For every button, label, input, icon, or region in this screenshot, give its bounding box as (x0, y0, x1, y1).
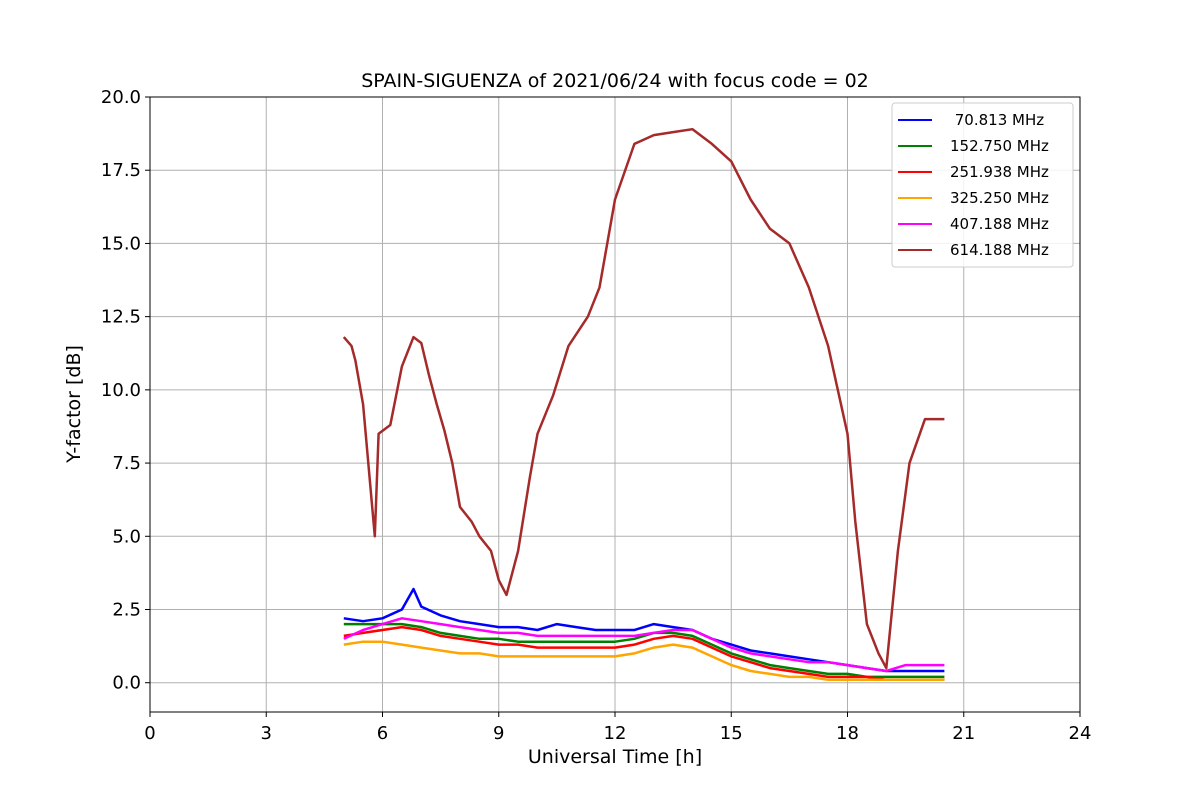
x-tick-label: 24 (1069, 723, 1092, 744)
y-tick-label: 0.0 (112, 673, 141, 694)
legend-box (891, 102, 1074, 268)
x-tick-label: 6 (377, 723, 388, 744)
x-tick-label: 21 (952, 723, 975, 744)
y-tick-label: 2.5 (112, 600, 141, 621)
y-tick-label: 20.0 (101, 87, 141, 108)
series-line-4 (343, 617, 945, 673)
x-tick-label: 12 (604, 723, 627, 744)
series-line-2 (343, 625, 945, 682)
y-tick-label: 15.0 (101, 233, 141, 254)
axis-layer: 0 3 6 9 12 15 18 21 24 0.0 2.5 5.0 7.5 10.0 12.5 15.0 17… (101, 87, 1092, 744)
series-line-5 (342, 127, 945, 670)
legend-label: 70.813 MHz (950, 111, 1044, 129)
y-tick-label: 12.5 (101, 307, 141, 328)
legend-label: 325.250 MHz (950, 189, 1049, 207)
series-line-1 (343, 622, 945, 679)
legend: 70.813 MHz 152.750 MHz 251.938 MHz 325.250 … (891, 102, 1074, 268)
y-tick-label: 7.5 (112, 453, 141, 474)
legend-label: 407.188 MHz (950, 215, 1049, 233)
x-tick-label: 15 (720, 723, 743, 744)
legend-label: 152.750 MHz (950, 137, 1049, 155)
legend-label: 614.188 MHz (950, 241, 1049, 259)
x-tick-label: 9 (493, 723, 504, 744)
chart-title: SPAIN-SIGUENZA of 2021/06/24 with focus … (361, 70, 869, 92)
x-tick-label: 18 (836, 723, 859, 744)
x-axis-title: Universal Time [h] (528, 746, 702, 768)
y-tick-label: 17.5 (101, 160, 141, 181)
y-tick-label: 10.0 (101, 380, 141, 401)
x-tick-label: 3 (261, 723, 272, 744)
x-tick-label: 0 (144, 723, 155, 744)
series-layer (342, 127, 945, 682)
series-line-3 (343, 640, 945, 682)
y-axis-title: Y-factor [dB] (63, 345, 85, 464)
y-tick-label: 5.0 (112, 526, 141, 547)
legend-label: 251.938 MHz (950, 163, 1049, 181)
